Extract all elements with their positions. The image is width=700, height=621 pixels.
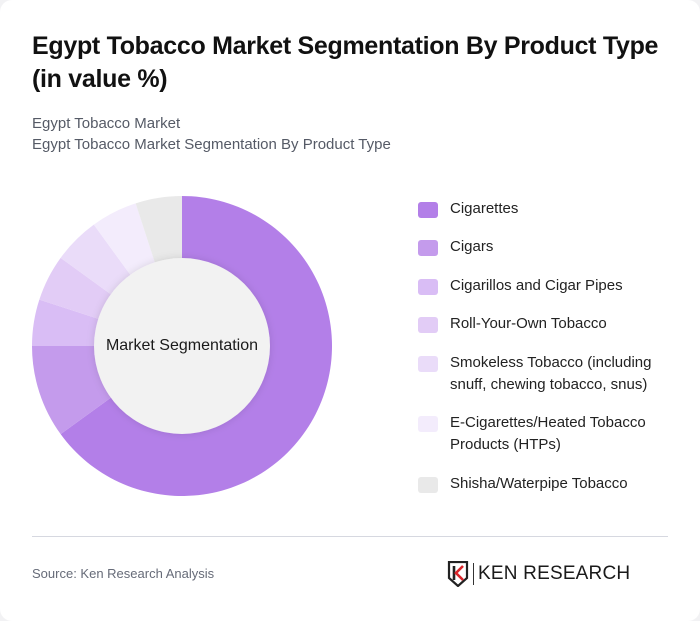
source-note: Source: Ken Research Analysis <box>32 566 215 581</box>
footer-divider <box>32 536 668 537</box>
legend-item-cigars[interactable]: Cigars <box>418 236 670 258</box>
logo-separator <box>473 563 474 585</box>
legend-item-cigarillos[interactable]: Cigarillos and Cigar Pipes <box>418 275 670 297</box>
breadcrumb-item: Egypt Tobacco Market Segmentation By Pro… <box>32 136 391 153</box>
legend-item-e-cigarettes[interactable]: E-Cigarettes/Heated Tobacco Products (HT… <box>418 412 670 456</box>
ken-research-logo-icon <box>447 561 469 587</box>
legend-swatch <box>418 317 438 333</box>
legend-label: Cigars <box>450 238 494 255</box>
legend-label: Roll-Your-Own Tobacco <box>450 315 607 332</box>
logo-text: KEN RESEARCH <box>478 563 631 584</box>
legend-label: Cigarettes <box>450 200 519 217</box>
legend-swatch <box>418 240 438 256</box>
page-title: Egypt Tobacco Market Segmentation By Pro… <box>32 32 659 93</box>
legend-label: Cigarillos and Cigar Pipes <box>450 277 623 294</box>
legend-item-smokeless[interactable]: Smokeless Tobacco (including snuff, chew… <box>418 352 670 396</box>
legend-item-roll-your-own[interactable]: Roll-Your-Own Tobacco <box>418 313 670 335</box>
ken-research-logo: KEN RESEARCH <box>447 561 630 587</box>
donut-chart: Market Segmentation <box>32 196 332 496</box>
legend-swatch <box>418 356 438 372</box>
donut-center <box>94 258 270 434</box>
legend-swatch <box>418 416 438 432</box>
legend-label: Smokeless Tobacco (including snuff, chew… <box>450 354 652 393</box>
legend-item-cigarettes[interactable]: Cigarettes <box>418 198 670 220</box>
legend-label: E-Cigarettes/Heated Tobacco Products (HT… <box>450 414 646 453</box>
legend-swatch <box>418 279 438 295</box>
legend-label: Shisha/Waterpipe Tobacco <box>450 475 628 492</box>
breadcrumb: Egypt Tobacco Market Egypt Tobacco Marke… <box>32 113 391 155</box>
donut-svg <box>32 196 332 496</box>
legend-swatch <box>418 202 438 218</box>
legend-item-shisha[interactable]: Shisha/Waterpipe Tobacco <box>418 473 670 495</box>
legend-swatch <box>418 477 438 493</box>
breadcrumb-item: Egypt Tobacco Market <box>32 115 181 132</box>
